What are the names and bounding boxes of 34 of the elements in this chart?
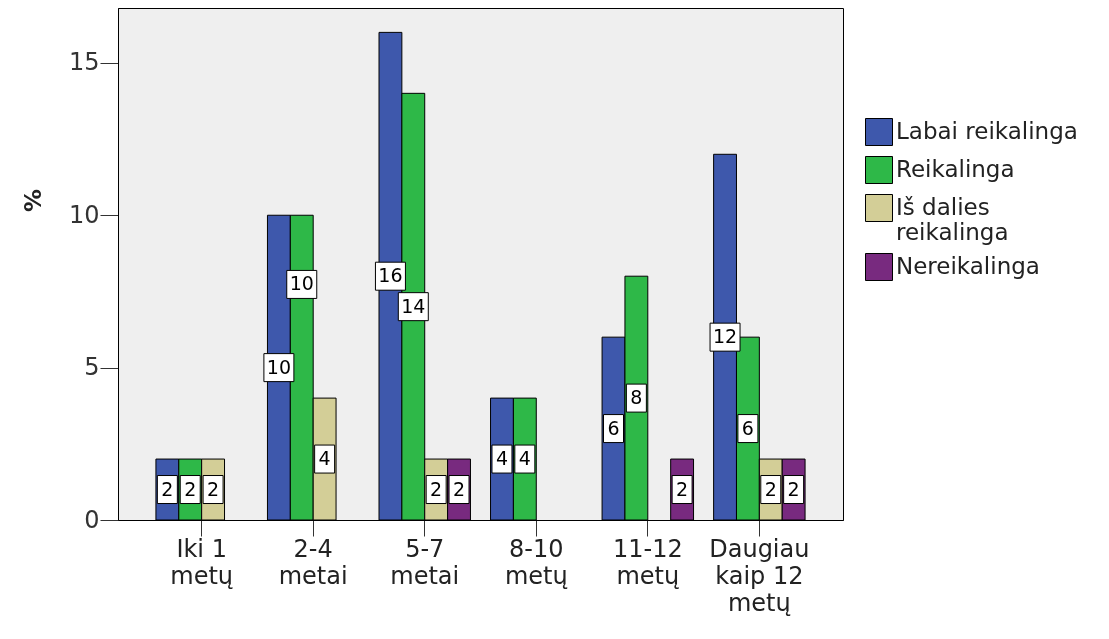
x-tick-label: Daugiau kaip 12 metų bbox=[709, 534, 810, 617]
x-tick-label: 5-7 metai bbox=[390, 534, 460, 590]
data-label: 14 bbox=[401, 294, 426, 317]
y-tick-label: 5 bbox=[84, 353, 100, 382]
x-tick-label: 2-4 metai bbox=[278, 534, 348, 590]
x-tick-label: Iki 1 metų bbox=[170, 534, 234, 590]
y-tick-label: 0 bbox=[84, 505, 100, 534]
data-label: 10 bbox=[266, 355, 291, 378]
data-label: 4 bbox=[518, 447, 531, 470]
data-label: 2 bbox=[787, 477, 800, 500]
data-label: 2 bbox=[676, 477, 689, 500]
x-tick-label: 8-10 metų bbox=[504, 534, 568, 590]
data-label: 4 bbox=[495, 447, 509, 470]
data-label: 6 bbox=[607, 416, 620, 439]
data-label: 16 bbox=[378, 264, 403, 287]
data-label: 2 bbox=[452, 477, 466, 500]
data-label: 6 bbox=[741, 416, 754, 439]
data-label: 12 bbox=[712, 325, 738, 348]
legend-label: Labai reikalinga bbox=[896, 118, 1078, 144]
y-tick-label: 15 bbox=[68, 48, 100, 77]
legend-label: Reikalinga bbox=[896, 156, 1015, 182]
data-label: 2 bbox=[207, 477, 220, 500]
data-label: 2 bbox=[161, 477, 174, 500]
data-label: 2 bbox=[764, 477, 777, 500]
y-axis-title: % bbox=[19, 188, 46, 213]
legend-label: Nereikalinga bbox=[896, 253, 1040, 279]
data-label: 2 bbox=[430, 477, 443, 500]
legend-label: Iš dalies reikalinga bbox=[896, 194, 1009, 245]
x-tick-label: 11-12 metų bbox=[612, 534, 683, 590]
data-label: 10 bbox=[289, 272, 314, 295]
data-label: 4 bbox=[318, 447, 331, 470]
data-label: 8 bbox=[630, 386, 643, 409]
y-tick-label: 10 bbox=[68, 200, 100, 229]
data-label: 2 bbox=[184, 477, 197, 500]
